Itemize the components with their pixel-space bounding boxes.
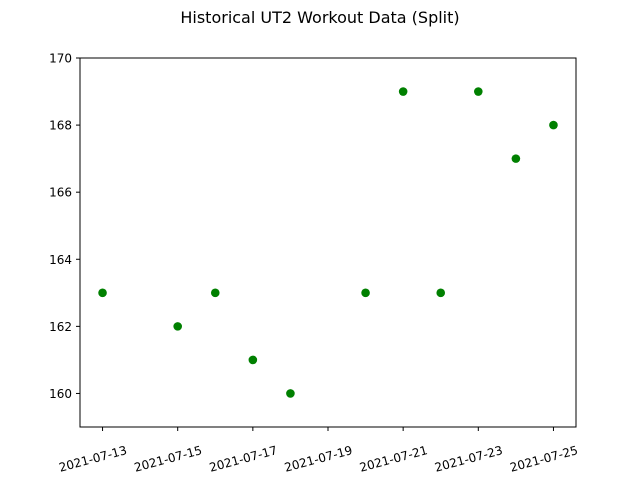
data-point: [248, 355, 258, 365]
y-tick-label: 166: [49, 186, 72, 200]
data-point: [210, 288, 220, 298]
data-point: [474, 87, 483, 96]
y-tick-label: 164: [49, 253, 72, 267]
y-tick-label: 170: [49, 52, 72, 66]
data-point: [549, 120, 558, 130]
data-point: [98, 288, 107, 298]
y-tick-label: 162: [49, 320, 72, 334]
data-point: [361, 288, 370, 298]
data-point: [436, 288, 446, 298]
data-point: [398, 87, 408, 96]
y-tick-label: 160: [49, 387, 72, 401]
y-tick-label: 168: [49, 119, 72, 133]
data-point: [173, 322, 182, 331]
data-point: [511, 154, 521, 163]
chart-title: Historical UT2 Workout Data (Split): [180, 8, 459, 27]
data-point: [286, 389, 295, 398]
